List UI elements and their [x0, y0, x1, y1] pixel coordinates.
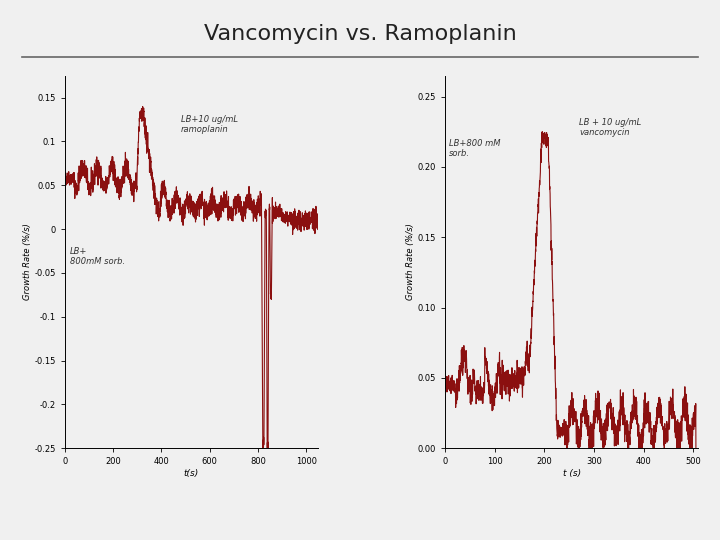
X-axis label: t (s): t (s) — [562, 469, 581, 478]
Text: LB+
800mM sorb.: LB+ 800mM sorb. — [70, 247, 125, 266]
X-axis label: t(s): t(s) — [184, 469, 199, 478]
Text: LB+10 ug/mL
ramoplanin: LB+10 ug/mL ramoplanin — [181, 115, 238, 134]
Y-axis label: Growth Rate (%/s): Growth Rate (%/s) — [406, 224, 415, 300]
Text: Vancomycin vs. Ramoplanin: Vancomycin vs. Ramoplanin — [204, 24, 516, 44]
Text: LB + 10 ug/mL
vancomycin: LB + 10 ug/mL vancomycin — [579, 118, 642, 137]
Text: LB+800 mM
sorb.: LB+800 mM sorb. — [449, 139, 500, 158]
Y-axis label: Growth Rate (%/s): Growth Rate (%/s) — [22, 224, 32, 300]
